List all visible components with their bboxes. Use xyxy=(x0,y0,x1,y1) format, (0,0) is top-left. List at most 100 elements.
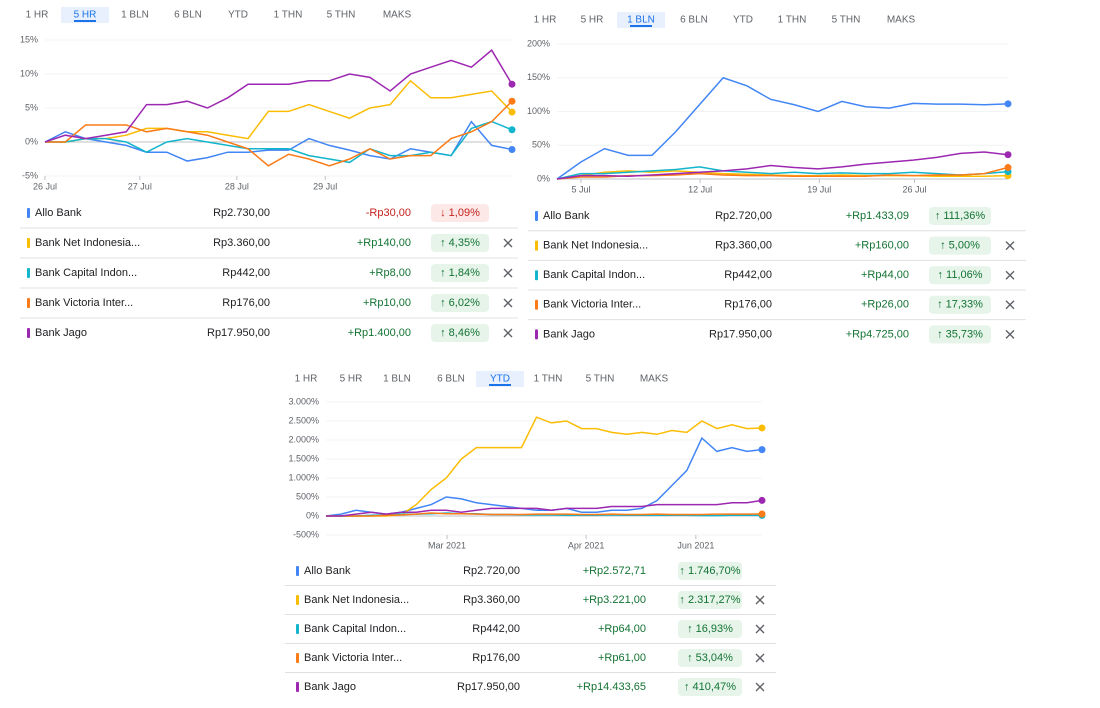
series-line xyxy=(44,120,513,162)
remove-button[interactable] xyxy=(755,595,765,605)
range-tab[interactable]: 1 HR xyxy=(26,10,49,21)
range-tab[interactable]: 6 BLN xyxy=(680,15,708,26)
y-tick-label: 2.500% xyxy=(288,415,319,425)
series-line xyxy=(326,512,763,517)
pct-change: ↑ 17,33% xyxy=(937,299,983,311)
y-tick-label: 15% xyxy=(20,34,38,44)
pct-change: ↑ 53,04% xyxy=(687,652,733,664)
range-tab[interactable]: 6 BLN xyxy=(174,10,202,21)
range-tab[interactable]: YTD xyxy=(733,15,753,26)
y-tick-label: 200% xyxy=(527,38,550,48)
end-dot xyxy=(1004,164,1012,172)
company-name: Allo Bank xyxy=(304,565,351,577)
change: +Rp14.433,65 xyxy=(577,681,646,693)
range-tab[interactable]: 5 THN xyxy=(832,15,861,26)
company-name: Bank Capital Indon... xyxy=(543,269,645,281)
color-chip xyxy=(296,566,299,576)
pct-badge xyxy=(678,562,742,580)
change: +Rp4.725,00 xyxy=(846,328,909,340)
pct-badge xyxy=(678,620,742,638)
remove-button[interactable] xyxy=(503,298,513,308)
color-chip xyxy=(535,211,538,221)
range-tab[interactable]: 1 BLN xyxy=(383,374,411,385)
range-tab[interactable]: 5 THN xyxy=(327,10,356,21)
color-chip xyxy=(296,595,299,605)
range-tab[interactable]: 5 HR xyxy=(581,15,604,26)
range-tab[interactable]: MAKS xyxy=(887,15,916,26)
x-tick-label: 28 Jul xyxy=(225,181,249,191)
end-dot xyxy=(508,145,516,153)
range-tab[interactable]: 5 HR xyxy=(74,10,97,21)
remove-button[interactable] xyxy=(503,268,513,278)
x-tick-label: Jun 2021 xyxy=(677,540,714,550)
remove-button[interactable] xyxy=(1005,300,1015,310)
y-tick-label: 0% xyxy=(537,173,550,183)
change: +Rp3.221,00 xyxy=(583,594,646,606)
price: Rp2.720,00 xyxy=(463,565,520,577)
range-tab[interactable]: 5 THN xyxy=(586,374,615,385)
remove-button[interactable] xyxy=(1005,241,1015,251)
series-line xyxy=(45,100,513,167)
change: +Rp10,00 xyxy=(363,297,411,309)
pct-badge xyxy=(431,294,489,312)
end-dot xyxy=(508,108,516,116)
pct-change: ↑ 11,06% xyxy=(937,269,982,281)
remove-button[interactable] xyxy=(755,653,765,663)
color-chip xyxy=(535,299,538,310)
remove-button[interactable] xyxy=(755,682,765,692)
range-tab[interactable]: 6 BLN xyxy=(437,374,465,385)
range-tab[interactable]: 1 BLN xyxy=(627,15,655,26)
remove-button[interactable] xyxy=(1005,270,1015,280)
range-tab[interactable]: 1 THN xyxy=(534,374,563,385)
x-tick-label: 29 Jul xyxy=(313,181,337,191)
company-name: Bank Net Indonesia... xyxy=(543,240,648,252)
price: Rp3.360,00 xyxy=(213,237,270,249)
color-chip xyxy=(27,238,30,248)
end-dot xyxy=(1004,100,1012,108)
change: +Rp44,00 xyxy=(861,269,909,281)
range-tab[interactable]: 5 HR xyxy=(340,374,363,385)
color-chip xyxy=(535,240,538,251)
remove-button[interactable] xyxy=(503,328,513,338)
end-dot xyxy=(758,496,766,504)
remove-button[interactable] xyxy=(755,624,765,634)
range-tab[interactable]: YTD xyxy=(228,10,248,21)
range-tab[interactable]: MAKS xyxy=(640,374,669,385)
y-tick-label: 100% xyxy=(527,106,550,116)
price: Rp176,00 xyxy=(222,297,270,309)
y-tick-label: 150% xyxy=(527,72,550,82)
pct-badge xyxy=(431,324,489,342)
company-name: Bank Jago xyxy=(35,327,87,339)
pct-change: ↑ 5,00% xyxy=(940,240,980,252)
remove-button[interactable] xyxy=(1005,329,1015,339)
range-tab[interactable]: 1 HR xyxy=(534,15,557,26)
series-line xyxy=(44,49,513,143)
company-name: Allo Bank xyxy=(543,210,590,222)
range-tab[interactable]: MAKS xyxy=(383,10,412,21)
x-tick-label: 5 Jul xyxy=(571,184,590,194)
y-tick-label: -5% xyxy=(22,170,38,180)
pct-change: ↑ 410,47% xyxy=(684,681,736,693)
color-chip xyxy=(27,268,30,278)
company-name: Bank Jago xyxy=(543,328,595,340)
series-line xyxy=(556,166,1009,180)
color-chip xyxy=(27,298,30,308)
range-tab[interactable]: 1 THN xyxy=(274,10,303,21)
price: Rp2.720,00 xyxy=(715,210,772,222)
change: +Rp1.433,09 xyxy=(846,210,909,222)
company-name: Bank Net Indonesia... xyxy=(304,594,409,606)
price: Rp442,00 xyxy=(222,267,270,279)
range-tab[interactable]: 1 THN xyxy=(778,15,807,26)
color-chip xyxy=(535,270,538,281)
y-tick-label: -500% xyxy=(293,529,319,539)
x-tick-label: 12 Jul xyxy=(688,184,712,194)
range-tab[interactable]: 1 BLN xyxy=(121,10,149,21)
range-tab[interactable]: 1 HR xyxy=(295,374,318,385)
company-name: Bank Capital Indon... xyxy=(304,623,406,635)
y-tick-label: 3.000% xyxy=(288,396,319,406)
y-tick-label: 50% xyxy=(532,140,550,150)
remove-button[interactable] xyxy=(503,238,513,248)
range-tab[interactable]: YTD xyxy=(490,374,510,385)
y-tick-label: 5% xyxy=(25,102,38,112)
